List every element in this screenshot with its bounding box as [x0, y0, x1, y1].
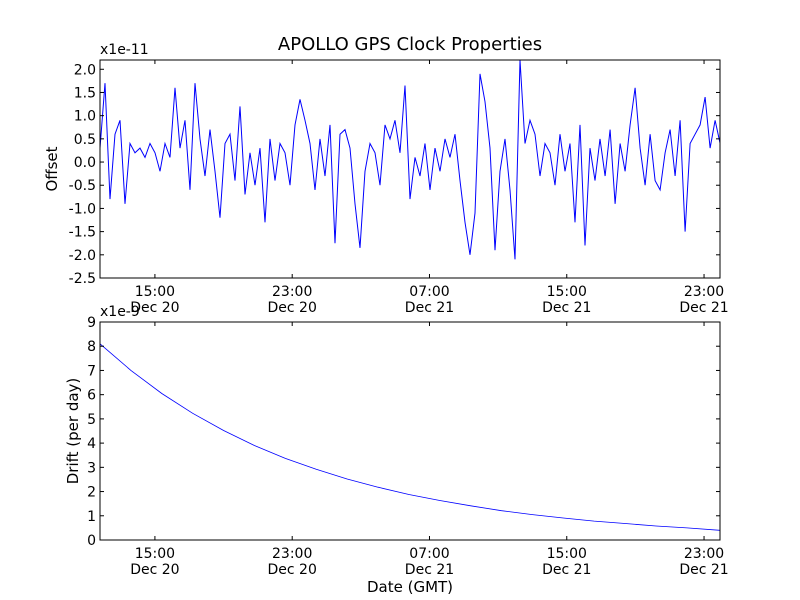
y-tick-label: 7 — [87, 363, 96, 379]
x-tick-date-label: Dec 20 — [130, 300, 179, 316]
x-tick-label: 23:00 — [684, 284, 724, 300]
y-tick-label: 6 — [87, 388, 96, 404]
y-axis-label: Drift (per day) — [64, 378, 82, 485]
x-tick-label: 15:00 — [135, 284, 175, 300]
x-tick-date-label: Dec 20 — [268, 562, 317, 578]
x-tick-date-label: Dec 21 — [542, 300, 591, 316]
y-tick-label: 1 — [87, 509, 96, 525]
x-tick-date-label: Dec 21 — [679, 562, 728, 578]
y-multiplier-label: x1e-11 — [100, 42, 149, 58]
y-tick-label: -0.5 — [69, 178, 96, 194]
axes-frame — [99, 59, 721, 279]
y-axis-label: Offset — [43, 146, 61, 191]
y-multiplier-label: x1e-9 — [100, 304, 140, 320]
y-tick-label: 0 — [87, 533, 96, 549]
x-tick-label: 07:00 — [409, 546, 449, 562]
x-tick-label: 23:00 — [272, 284, 312, 300]
y-tick-label: 4 — [87, 436, 96, 452]
y-tick-label: 0.0 — [74, 155, 96, 171]
x-tick-date-label: Dec 21 — [405, 300, 454, 316]
y-tick-label: 1.0 — [74, 109, 96, 125]
chart-title: APOLLO GPS Clock Properties — [278, 34, 542, 55]
x-tick-date-label: Dec 20 — [268, 300, 317, 316]
x-tick-date-label: Dec 21 — [679, 300, 728, 316]
y-tick-label: -2.0 — [69, 248, 96, 264]
y-tick-label: 3 — [87, 460, 96, 476]
x-tick-label: 07:00 — [409, 284, 449, 300]
offset-series-line — [100, 60, 720, 260]
x-tick-label: 23:00 — [272, 546, 312, 562]
y-tick-label: 2 — [87, 485, 96, 501]
y-tick-label: -1.0 — [69, 201, 96, 217]
x-axis-label: Date (GMT) — [367, 578, 453, 596]
y-tick-label: 0.5 — [74, 132, 96, 148]
x-tick-date-label: Dec 20 — [130, 562, 179, 578]
x-tick-label: 15:00 — [135, 546, 175, 562]
x-tick-date-label: Dec 21 — [542, 562, 591, 578]
x-tick-label: 15:00 — [547, 546, 587, 562]
x-tick-label: 23:00 — [684, 546, 724, 562]
axes-frame — [99, 321, 721, 541]
y-tick-label: -2.5 — [69, 271, 96, 287]
x-tick-label: 15:00 — [547, 284, 587, 300]
x-tick-date-label: Dec 21 — [405, 562, 454, 578]
y-tick-label: 5 — [87, 412, 96, 428]
drift-series-line — [100, 343, 720, 531]
y-tick-label: -1.5 — [69, 225, 96, 241]
offset-axes: 2.0 1.5 1.0 0.5 0.0 -0.5 -1.0 -1.5 -2.0 -2.5 15:00… — [43, 42, 729, 316]
y-tick-label: 8 — [87, 339, 96, 355]
y-tick-label: 2.0 — [74, 62, 96, 78]
y-tick-label: 9 — [87, 315, 96, 331]
y-tick-label: 1.5 — [74, 85, 96, 101]
